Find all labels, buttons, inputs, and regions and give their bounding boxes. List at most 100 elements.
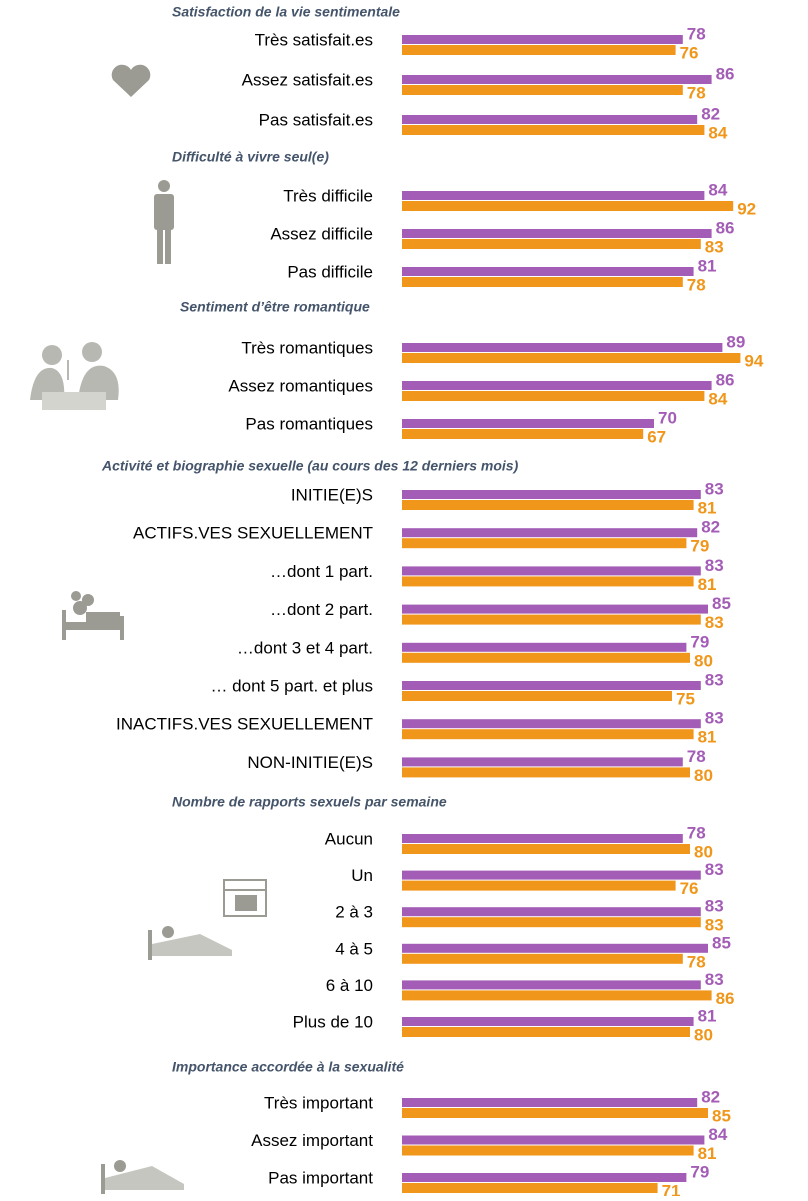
bar xyxy=(402,834,683,843)
value-label: 82 xyxy=(701,518,720,537)
bar xyxy=(402,429,644,439)
category-label: Assez important xyxy=(251,1131,373,1150)
category-label: INITIE(E)S xyxy=(291,485,373,504)
bar xyxy=(402,277,683,287)
value-label: 71 xyxy=(662,1181,681,1196)
bar xyxy=(402,729,694,740)
category-label: Très difficile xyxy=(283,186,373,205)
value-label: 83 xyxy=(705,237,724,256)
value-label: 78 xyxy=(687,83,706,102)
category-label: Pas romantiques xyxy=(245,414,373,433)
bar xyxy=(402,844,690,854)
bar xyxy=(402,115,698,124)
value-label: 86 xyxy=(716,218,735,237)
category-label: Pas important xyxy=(268,1168,373,1187)
value-label: 76 xyxy=(680,879,699,898)
value-label: 94 xyxy=(744,351,763,370)
bar xyxy=(402,566,701,576)
bar xyxy=(402,239,701,249)
bar xyxy=(402,614,701,625)
bar xyxy=(402,490,701,499)
value-label: 89 xyxy=(726,332,745,351)
bar xyxy=(402,880,676,891)
value-label: 67 xyxy=(647,427,666,446)
bar xyxy=(402,604,708,614)
bar xyxy=(402,191,705,200)
couple-icon xyxy=(30,342,119,410)
category-label: Assez satisfait.es xyxy=(242,70,373,89)
value-label: 79 xyxy=(690,537,709,556)
calendar-icon xyxy=(223,879,267,917)
bar xyxy=(402,990,712,1001)
bar xyxy=(402,85,683,95)
section-title: Difficulté à vivre seul(e) xyxy=(172,149,329,165)
value-label: 78 xyxy=(687,275,706,294)
bar xyxy=(402,691,672,701)
value-label: 80 xyxy=(694,651,713,670)
bar xyxy=(402,1098,698,1107)
value-label: 78 xyxy=(687,823,706,842)
person-icon xyxy=(154,180,174,264)
value-label: 79 xyxy=(690,632,709,651)
value-label: 75 xyxy=(676,689,695,708)
category-label: ACTIFS.VES SEXUELLEMENT xyxy=(133,524,373,543)
category-label: …dont 2 part. xyxy=(270,600,373,619)
heart-icon xyxy=(111,64,151,97)
value-label: 85 xyxy=(712,594,731,613)
bar xyxy=(402,953,683,964)
bar xyxy=(402,229,712,238)
value-label: 92 xyxy=(737,199,756,218)
category-label: Plus de 10 xyxy=(293,1012,373,1031)
value-label: 84 xyxy=(708,389,727,408)
value-label: 78 xyxy=(687,952,706,971)
category-label: Très romantiques xyxy=(241,338,373,357)
category-label: Pas difficile xyxy=(287,262,373,281)
category-label: Un xyxy=(351,866,373,885)
value-label: 81 xyxy=(698,256,717,275)
value-label: 78 xyxy=(687,24,706,43)
value-label: 83 xyxy=(705,916,724,935)
bar xyxy=(402,381,712,390)
value-label: 85 xyxy=(712,1106,731,1125)
bar xyxy=(402,353,741,363)
bar xyxy=(402,1017,694,1026)
bar xyxy=(402,943,708,953)
value-label: 86 xyxy=(716,64,735,83)
value-label: 84 xyxy=(708,1125,727,1144)
value-label: 80 xyxy=(694,1025,713,1044)
section-title: Activité et biographie sexuelle (au cour… xyxy=(101,458,519,474)
bar xyxy=(402,45,676,55)
icons xyxy=(30,64,267,1194)
value-label: 83 xyxy=(705,670,724,689)
value-label: 86 xyxy=(716,989,735,1008)
bar xyxy=(402,1027,690,1037)
category-label: …dont 3 et 4 part. xyxy=(237,638,373,657)
section-title: Importance accordée à la sexualité xyxy=(172,1059,404,1075)
value-label: 82 xyxy=(701,104,720,123)
category-label: 6 à 10 xyxy=(326,976,373,995)
value-label: 70 xyxy=(658,408,677,427)
bar xyxy=(402,528,698,538)
bar xyxy=(402,419,654,428)
bar xyxy=(402,391,705,401)
bar xyxy=(402,201,734,211)
value-label: 84 xyxy=(708,180,727,199)
bar xyxy=(402,343,723,352)
value-label: 83 xyxy=(705,709,724,728)
value-label: 83 xyxy=(705,613,724,632)
value-label: 82 xyxy=(701,1087,720,1106)
section-title: Sentiment d’être romantique xyxy=(180,299,370,315)
category-label: … dont 5 part. et plus xyxy=(210,676,373,695)
category-label: 2 à 3 xyxy=(335,903,373,922)
bar xyxy=(402,719,701,729)
category-label: …dont 1 part. xyxy=(270,562,373,581)
bar xyxy=(402,576,694,587)
bar xyxy=(402,652,690,663)
category-label: Aucun xyxy=(325,829,373,848)
bar xyxy=(402,1135,705,1145)
sleep-icon xyxy=(148,926,232,960)
bar xyxy=(402,35,683,44)
bar xyxy=(402,267,694,276)
bed-icon xyxy=(62,591,124,640)
